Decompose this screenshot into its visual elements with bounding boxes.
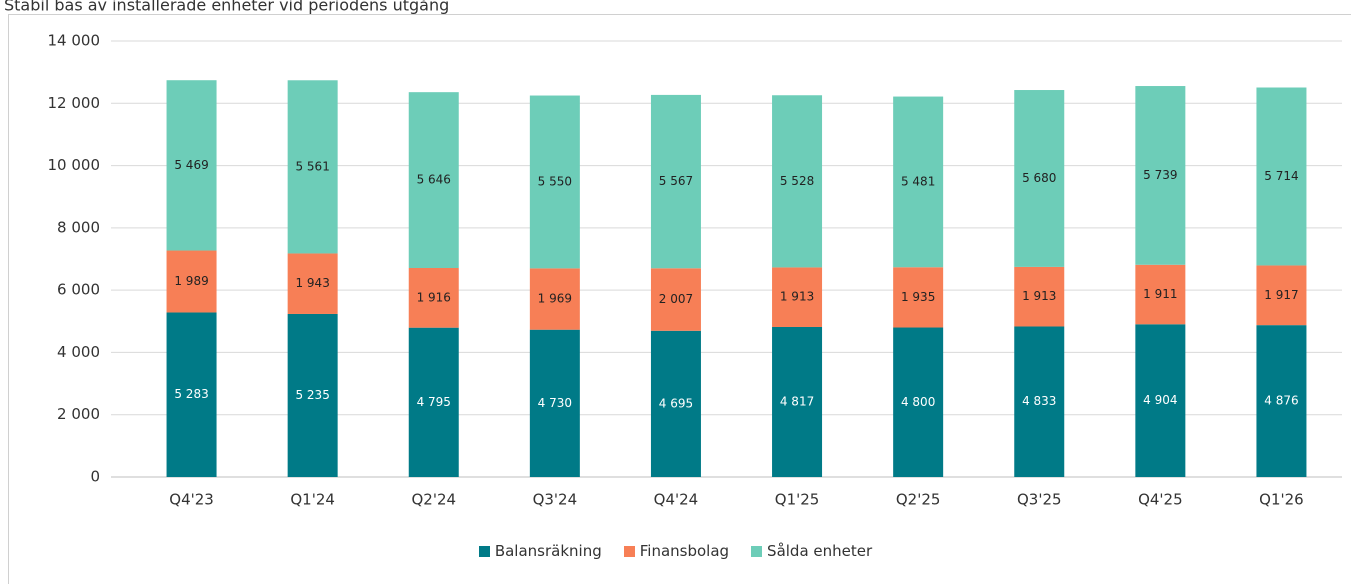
x-tick-label: Q4'24 xyxy=(654,491,699,509)
bar-segment xyxy=(166,312,217,477)
legend-swatch xyxy=(751,545,763,557)
bar-segment xyxy=(287,253,338,314)
value-label: 2 007 xyxy=(659,292,693,306)
bar-segment xyxy=(1135,324,1186,477)
value-label: 5 481 xyxy=(901,174,935,188)
x-tick-label: Q1'25 xyxy=(775,491,820,509)
value-label: 4 795 xyxy=(417,395,451,409)
value-label: 1 913 xyxy=(1022,289,1056,303)
value-label: 5 714 xyxy=(1264,169,1298,183)
y-tick-label: 2 000 xyxy=(57,405,100,423)
y-tick-label: 0 xyxy=(90,468,100,486)
y-tick-label: 12 000 xyxy=(48,94,101,112)
bar-segment xyxy=(893,267,944,328)
bar-segment xyxy=(1014,266,1065,327)
bar-segment xyxy=(1135,264,1186,325)
bar-segment xyxy=(287,313,338,477)
value-label: 4 695 xyxy=(659,396,693,410)
chart-title: Stabil bas av installerade enheter vid p… xyxy=(4,0,449,15)
value-label: 1 917 xyxy=(1264,288,1298,302)
value-label: 5 567 xyxy=(659,174,693,188)
bar-segment xyxy=(529,95,580,269)
bar-segment xyxy=(893,327,944,477)
y-tick-label: 6 000 xyxy=(57,281,100,299)
value-label: 4 730 xyxy=(538,396,572,410)
value-label: 5 469 xyxy=(174,158,208,172)
bar-segment xyxy=(1014,326,1065,477)
value-label: 4 817 xyxy=(780,394,814,408)
x-tick-label: Q1'26 xyxy=(1259,491,1304,509)
value-label: 5 550 xyxy=(538,174,572,188)
y-tick-label: 10 000 xyxy=(48,156,101,174)
value-label: 1 913 xyxy=(780,290,814,304)
bar-segment xyxy=(166,250,217,313)
value-label: 1 969 xyxy=(538,292,572,306)
bar-segment xyxy=(1256,265,1307,326)
value-label: 5 646 xyxy=(417,173,451,187)
value-label: 1 935 xyxy=(901,290,935,304)
bar-segment xyxy=(650,330,701,477)
bar-segment xyxy=(408,92,459,269)
legend-label: Finansbolag xyxy=(639,542,730,560)
bar-segment xyxy=(529,268,580,330)
x-tick-label: Q4'25 xyxy=(1138,491,1183,509)
y-tick-label: 14 000 xyxy=(48,32,101,50)
value-label: 1 943 xyxy=(295,276,329,290)
x-tick-label: Q3'25 xyxy=(1017,491,1062,509)
bar-segment xyxy=(650,94,701,269)
x-tick-label: Q3'24 xyxy=(533,491,578,509)
bar-segment xyxy=(1014,90,1065,267)
bar-segment xyxy=(1256,87,1307,266)
bar-segment xyxy=(772,326,823,477)
value-label: 5 739 xyxy=(1143,168,1177,182)
bar-segment xyxy=(772,95,823,268)
legend-swatch xyxy=(478,545,490,557)
legend-swatch xyxy=(623,545,635,557)
x-tick-label: Q2'24 xyxy=(411,491,456,509)
chart-border xyxy=(8,14,1351,584)
value-label: 5 528 xyxy=(780,174,814,188)
x-tick-label: Q2'25 xyxy=(896,491,941,509)
value-label: 5 235 xyxy=(295,388,329,402)
value-label: 5 283 xyxy=(174,387,208,401)
value-label: 4 876 xyxy=(1264,394,1298,408)
value-label: 4 833 xyxy=(1022,394,1056,408)
value-label: 5 680 xyxy=(1022,171,1056,185)
x-tick-label: Q4'23 xyxy=(169,491,214,509)
bar-segment xyxy=(1256,325,1307,477)
value-label: 5 561 xyxy=(295,159,329,173)
bar-segment xyxy=(166,80,217,251)
y-tick-label: 4 000 xyxy=(57,343,100,361)
legend-label: Sålda enheter xyxy=(767,542,873,560)
bar-segment xyxy=(408,268,459,328)
value-label: 4 904 xyxy=(1143,393,1177,407)
legend-label: Balansräkning xyxy=(494,542,602,560)
legend-item: Balansräkning xyxy=(478,542,602,560)
value-label: 4 800 xyxy=(901,395,935,409)
legend-item: Sålda enheter xyxy=(751,542,872,560)
x-tick-label: Q1'24 xyxy=(290,491,335,509)
bar-segment xyxy=(893,96,944,268)
bar-segment xyxy=(1135,86,1186,265)
value-label: 1 911 xyxy=(1143,287,1177,301)
bar-segment xyxy=(650,268,701,331)
legend-item: Finansbolag xyxy=(623,542,730,560)
legend: Balansräkning Finansbolag Sålda enheter xyxy=(0,542,1351,560)
bar-segment xyxy=(529,329,580,477)
bar-segment xyxy=(772,267,823,327)
y-tick-label: 8 000 xyxy=(57,218,100,236)
bar-segment xyxy=(287,80,338,254)
value-label: 1 916 xyxy=(417,290,451,304)
bar-segment xyxy=(408,327,459,477)
value-label: 1 989 xyxy=(174,274,208,288)
